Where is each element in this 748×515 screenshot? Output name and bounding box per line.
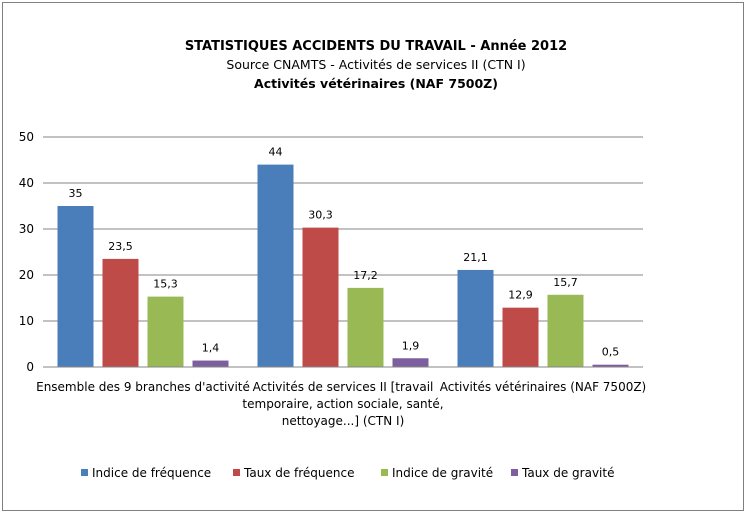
chart-subtitle-2: Activités vétérinaires (NAF 7500Z) xyxy=(254,76,498,91)
bar xyxy=(147,296,184,367)
y-tick-label: 40 xyxy=(19,176,34,190)
y-tick-label: 50 xyxy=(19,130,34,144)
chart-title: STATISTIQUES ACCIDENTS DU TRAVAIL - Anné… xyxy=(185,39,567,54)
bar xyxy=(102,258,139,367)
bar xyxy=(347,287,384,367)
chart-subtitle: Source CNAMTS - Activités de services II… xyxy=(226,57,525,72)
bar xyxy=(502,307,539,367)
y-tick-label: 0 xyxy=(26,360,34,374)
bar xyxy=(302,227,339,367)
data-labels: 35 23,5 15,3 1,4 44 30,3 17,2 1,9 21,1 12,9 15,7 0,… xyxy=(69,146,620,359)
legend-swatch xyxy=(511,469,518,476)
data-label: 23,5 xyxy=(108,240,133,253)
bars xyxy=(43,164,643,368)
data-label: 15,7 xyxy=(553,276,578,289)
legend-swatch xyxy=(381,469,388,476)
y-axis-ticks: 0 10 20 30 40 50 xyxy=(19,130,34,374)
bar xyxy=(57,206,94,367)
data-label: 0,5 xyxy=(602,346,620,359)
data-label: 15,3 xyxy=(153,278,178,291)
data-label: 12,9 xyxy=(508,289,533,302)
bar xyxy=(592,364,629,367)
category-label: nettoyage...] (CTN I) xyxy=(282,414,405,428)
legend-entry: Indice de gravité xyxy=(392,466,493,480)
data-label: 17,2 xyxy=(353,269,378,282)
data-label: 44 xyxy=(269,146,283,159)
y-tick-label: 30 xyxy=(19,222,34,236)
bar xyxy=(257,164,294,367)
bar xyxy=(192,360,229,367)
data-label: 35 xyxy=(69,187,83,200)
legend-swatch xyxy=(81,469,88,476)
bar-chart: STATISTIQUES ACCIDENTS DU TRAVAIL - Anné… xyxy=(19,39,647,480)
legend: Indice de fréquence Taux de fréquence Indi… xyxy=(81,466,614,480)
legend-entry: Taux de gravité xyxy=(521,466,614,480)
category-label: Ensemble des 9 branches d'activité xyxy=(36,380,250,394)
data-label: 1,9 xyxy=(402,339,420,352)
data-label: 21,1 xyxy=(463,251,488,264)
category-label: Activités vétérinaires (NAF 7500Z) xyxy=(440,380,647,394)
bar xyxy=(392,358,429,367)
bar xyxy=(457,269,494,367)
x-axis-categories: Ensemble des 9 branches d'activité Activi… xyxy=(36,380,646,428)
y-tick-label: 20 xyxy=(19,268,34,282)
category-label: Activités de services II [travail xyxy=(253,380,434,394)
legend-entry: Taux de fréquence xyxy=(243,466,355,480)
y-tick-label: 10 xyxy=(19,314,34,328)
data-label: 1,4 xyxy=(202,342,220,355)
legend-entry: Indice de fréquence xyxy=(92,466,211,480)
legend-swatch xyxy=(233,469,240,476)
category-label: temporaire, action sociale, santé, xyxy=(242,397,443,411)
bar xyxy=(547,294,584,367)
data-label: 30,3 xyxy=(308,209,333,222)
